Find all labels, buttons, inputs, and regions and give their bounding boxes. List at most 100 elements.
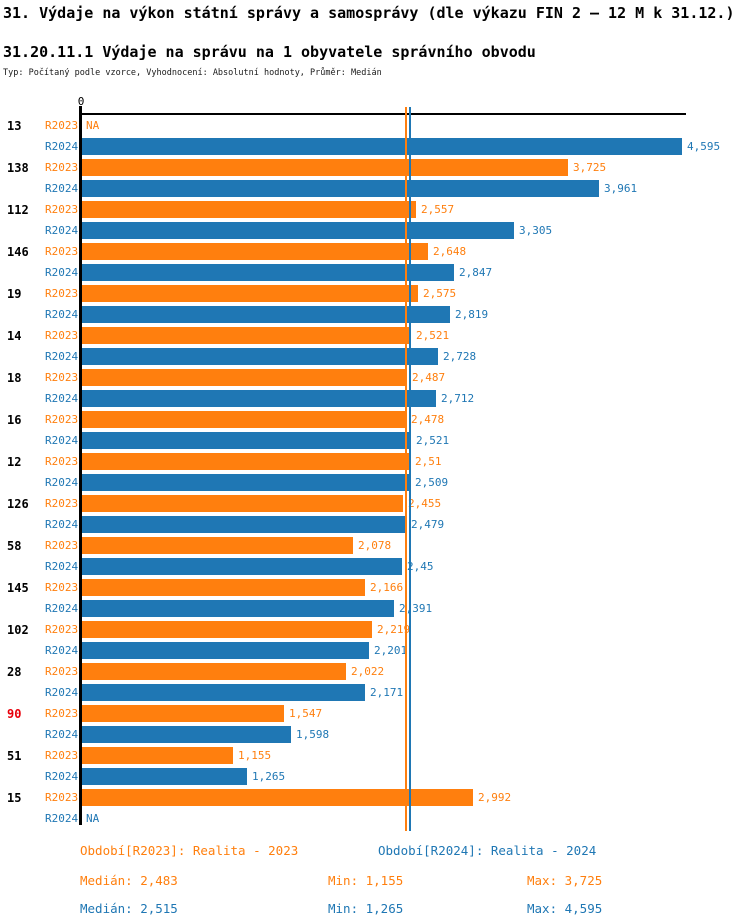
district-id-label: 18 (7, 371, 22, 385)
bar-r2023[interactable] (82, 369, 407, 386)
bar-r2023[interactable] (82, 747, 233, 764)
value-label-r2023: 2,648 (433, 245, 467, 258)
bar-r2023[interactable] (82, 663, 346, 680)
series-label-r2024: R2024 (45, 686, 79, 699)
value-label-r2024: 1,598 (296, 728, 330, 741)
bar-r2023[interactable] (82, 453, 410, 470)
table-row: 102 R2023 R2024 2,219 2,201 (0, 621, 750, 663)
value-label-r2024: NA (86, 812, 100, 825)
bar-r2024[interactable] (82, 474, 410, 491)
series-label-r2024: R2024 (45, 602, 79, 615)
value-label-r2023: 2,455 (408, 497, 442, 510)
district-id-label: 19 (7, 287, 22, 301)
bar-r2024[interactable] (82, 558, 402, 575)
bar-r2024[interactable] (82, 726, 291, 743)
bar-r2024[interactable] (82, 138, 682, 155)
bar-r2024[interactable] (82, 348, 438, 365)
bar-r2024[interactable] (82, 264, 454, 281)
bar-r2024[interactable] (82, 642, 369, 659)
bar-r2023[interactable] (82, 243, 428, 260)
district-id-label: 138 (7, 161, 29, 175)
series-label-r2023: R2023 (45, 371, 79, 384)
series-label-r2023: R2023 (45, 245, 79, 258)
table-row: 146 R2023 R2024 2,648 2,847 (0, 243, 750, 285)
series-label-r2023: R2023 (45, 413, 79, 426)
value-label-r2023: NA (86, 119, 100, 132)
district-id-label: 146 (7, 245, 29, 259)
value-label-r2023: 2,521 (416, 329, 450, 342)
bar-r2023[interactable] (82, 705, 284, 722)
bar-r2024[interactable] (82, 768, 247, 785)
series-label-r2024: R2024 (45, 392, 79, 405)
bar-r2023[interactable] (82, 285, 418, 302)
bar-r2023[interactable] (82, 159, 568, 176)
bar-r2023[interactable] (82, 201, 416, 218)
table-row: 12 R2023 R2024 2,51 2,509 (0, 453, 750, 495)
stat-max-r2024: Max: 4,595 (527, 901, 603, 916)
series-label-r2023: R2023 (45, 287, 79, 300)
value-label-r2023: 2,078 (358, 539, 392, 552)
table-row: 16 R2023 R2024 2,478 2,521 (0, 411, 750, 453)
value-label-r2024: 2,847 (459, 266, 493, 279)
bar-r2023[interactable] (82, 327, 411, 344)
value-label-r2023: 2,219 (377, 623, 411, 636)
bar-r2024[interactable] (82, 684, 365, 701)
stat-median-r2023: Medián: 2,483 (80, 873, 178, 888)
series-label-r2024: R2024 (45, 308, 79, 321)
district-id-label: 126 (7, 497, 29, 511)
bar-r2023[interactable] (82, 621, 372, 638)
legend-period-r2023: Období[R2023]: Realita - 2023 (80, 843, 299, 858)
series-label-r2024: R2024 (45, 350, 79, 363)
table-row: 138 R2023 R2024 3,725 3,961 (0, 159, 750, 201)
series-label-r2024: R2024 (45, 266, 79, 279)
series-label-r2024: R2024 (45, 476, 79, 489)
series-label-r2023: R2023 (45, 665, 79, 678)
bar-r2023[interactable] (82, 411, 406, 428)
value-label-r2023: 1,547 (289, 707, 323, 720)
value-label-r2024: 4,595 (687, 140, 721, 153)
series-label-r2023: R2023 (45, 623, 79, 636)
bar-r2024[interactable] (82, 390, 436, 407)
bar-r2023[interactable] (82, 789, 473, 806)
table-row: 19 R2023 R2024 2,575 2,819 (0, 285, 750, 327)
bar-r2024[interactable] (82, 222, 514, 239)
series-label-r2023: R2023 (45, 119, 79, 132)
value-label-r2023: 1,155 (238, 749, 272, 762)
series-label-r2024: R2024 (45, 434, 79, 447)
stat-max-r2023: Max: 3,725 (527, 873, 603, 888)
value-label-r2023: 2,992 (478, 791, 512, 804)
district-id-label: 16 (7, 413, 22, 427)
bar-r2024[interactable] (82, 180, 599, 197)
series-label-r2024: R2024 (45, 560, 79, 573)
stat-median-r2024: Medián: 2,515 (80, 901, 178, 916)
series-label-r2024: R2024 (45, 812, 79, 825)
table-row: 126 R2023 R2024 2,455 2,479 (0, 495, 750, 537)
value-label-r2024: 1,265 (252, 770, 286, 783)
series-label-r2023: R2023 (45, 791, 79, 804)
value-label-r2024: 2,171 (370, 686, 404, 699)
bar-r2024[interactable] (82, 516, 406, 533)
stat-min-r2023: Min: 1,155 (328, 873, 404, 888)
page-title: 31. Výdaje na výkon státní správy a samo… (3, 4, 735, 22)
bar-r2024[interactable] (82, 600, 394, 617)
district-id-label: 12 (7, 455, 22, 469)
table-row: 58 R2023 R2024 2,078 2,45 (0, 537, 750, 579)
district-id-label: 13 (7, 119, 22, 133)
table-row: 18 R2023 R2024 2,487 2,712 (0, 369, 750, 411)
table-row: 13 R2023 R2024 NA 4,595 (0, 117, 750, 159)
legend-period-r2024: Období[R2024]: Realita - 2024 (378, 843, 597, 858)
bar-r2024[interactable] (82, 306, 450, 323)
series-label-r2024: R2024 (45, 518, 79, 531)
bar-r2023[interactable] (82, 579, 365, 596)
table-row: 28 R2023 R2024 2,022 2,171 (0, 663, 750, 705)
value-label-r2023: 2,166 (370, 581, 404, 594)
value-label-r2024: 2,712 (441, 392, 475, 405)
table-row: 90 R2023 R2024 1,547 1,598 (0, 705, 750, 747)
bar-r2023[interactable] (82, 537, 353, 554)
district-id-label: 28 (7, 665, 22, 679)
series-label-r2023: R2023 (45, 455, 79, 468)
series-label-r2023: R2023 (45, 161, 79, 174)
series-label-r2024: R2024 (45, 770, 79, 783)
bar-r2024[interactable] (82, 432, 411, 449)
bar-r2023[interactable] (82, 495, 403, 512)
